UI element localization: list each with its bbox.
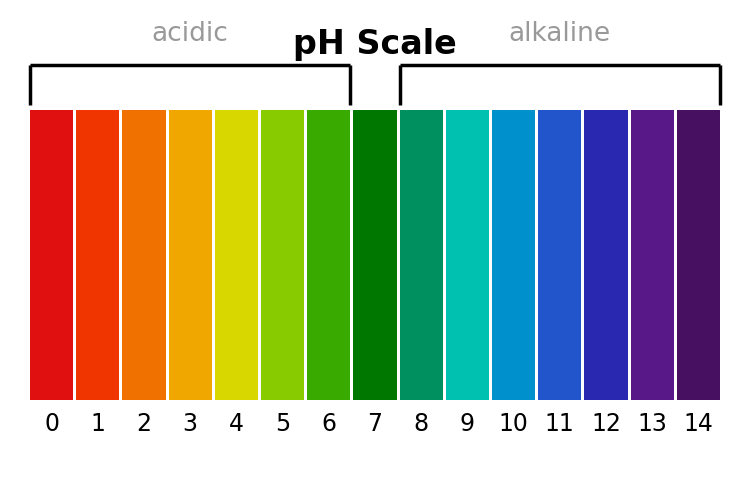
Bar — [400, 110, 442, 400]
Bar — [169, 110, 211, 400]
Text: 0: 0 — [44, 412, 59, 436]
Text: 2: 2 — [136, 412, 152, 436]
Text: 6: 6 — [321, 412, 336, 436]
Bar — [584, 110, 628, 400]
Text: 10: 10 — [499, 412, 529, 436]
Bar — [631, 110, 674, 400]
Bar — [676, 110, 720, 400]
Bar — [353, 110, 397, 400]
Text: 5: 5 — [275, 412, 290, 436]
Text: 13: 13 — [638, 412, 668, 436]
Text: 8: 8 — [414, 412, 429, 436]
Text: 9: 9 — [460, 412, 475, 436]
Text: 4: 4 — [229, 412, 244, 436]
Text: 14: 14 — [683, 412, 713, 436]
Bar — [538, 110, 581, 400]
Bar — [122, 110, 166, 400]
Text: 3: 3 — [183, 412, 198, 436]
Text: alkaline: alkaline — [509, 21, 610, 47]
Bar — [76, 110, 119, 400]
Bar — [446, 110, 489, 400]
Text: pH Scale: pH Scale — [293, 28, 457, 61]
Bar — [30, 110, 74, 400]
Text: 7: 7 — [368, 412, 382, 436]
Text: 11: 11 — [545, 412, 574, 436]
Bar — [308, 110, 350, 400]
Bar — [214, 110, 258, 400]
Text: 12: 12 — [591, 412, 621, 436]
Bar — [261, 110, 305, 400]
Text: acidic: acidic — [152, 21, 229, 47]
Bar — [492, 110, 536, 400]
Text: 1: 1 — [90, 412, 105, 436]
